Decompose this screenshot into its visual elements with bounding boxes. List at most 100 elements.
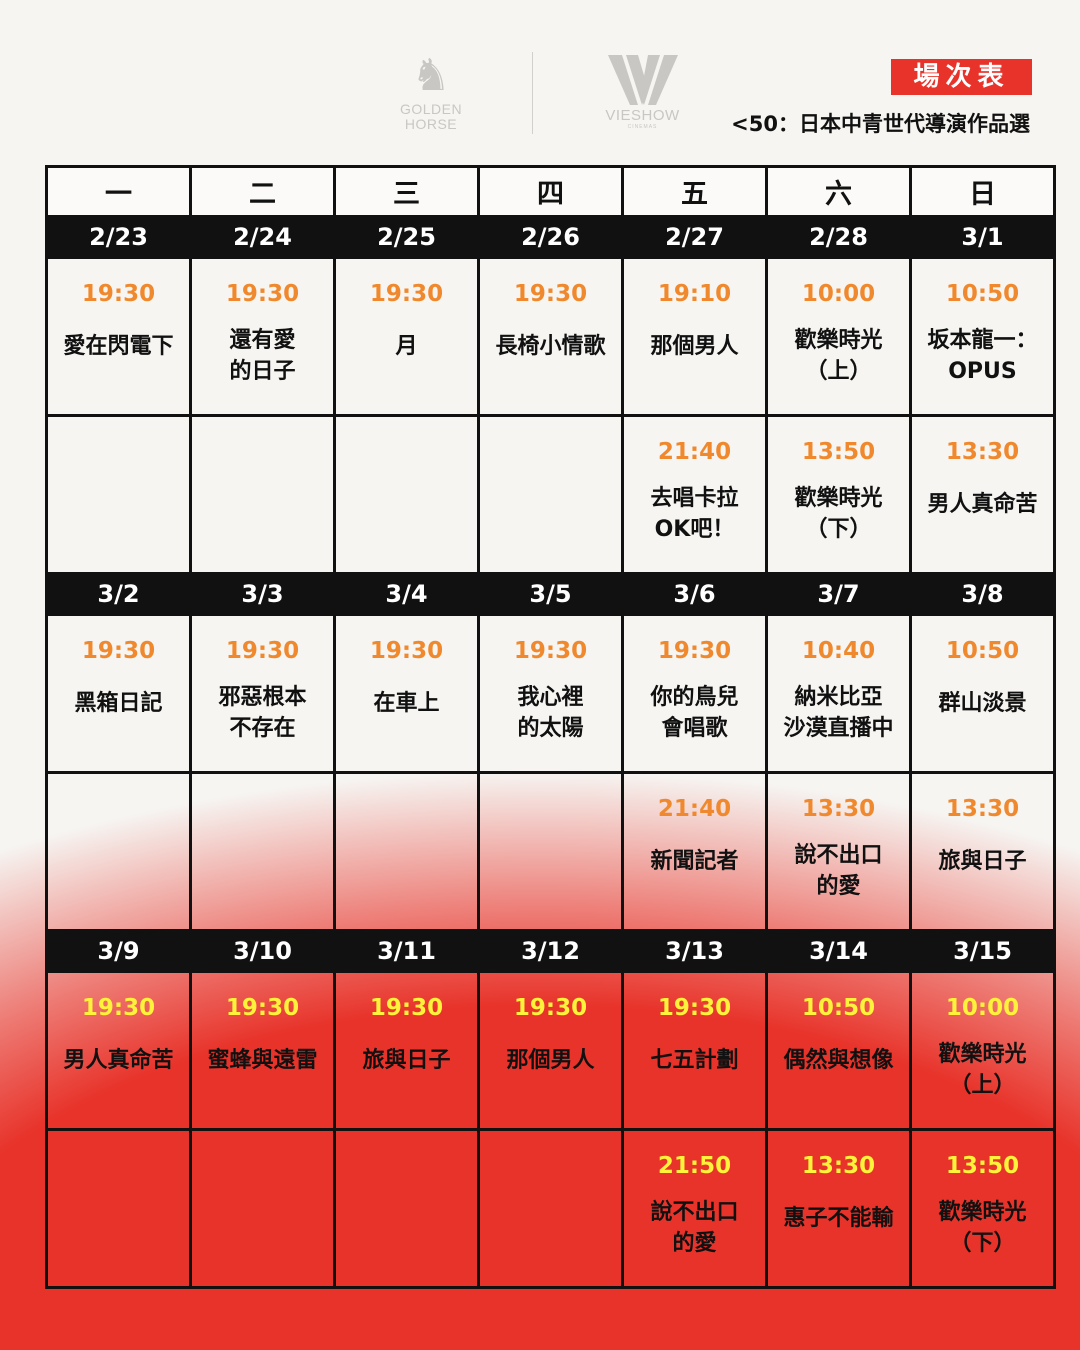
date-cell: 3/13 [621,929,768,973]
screening-row: 19:30 男人真命苦 19:30 蜜蜂與遠雷 19:30 旅與日子 19:30 那個男人 19… [45,970,1056,1131]
screening-cell: 19:30 那個男人 [477,970,624,1131]
screening-time: 13:30 [945,439,1020,465]
film-title: 愛在閃電下 [63,334,174,359]
screening-cell: 19:30 旅與日子 [333,970,480,1131]
film-title: 七五計劃 [650,1048,739,1073]
film-title: 那個男人 [650,334,739,359]
film-title: 蜜蜂與遠雷 [207,1048,318,1073]
date-cell: 2/23 [45,215,192,259]
date-cell: 2/26 [477,215,624,259]
date-cell: 2/28 [765,215,912,259]
screening-time: 10:00 [945,995,1020,1021]
screening-time: 21:40 [657,796,732,822]
film-title: 說不出口 的愛 [794,843,883,899]
screening-time: 10:50 [945,638,1020,664]
film-title: 歡樂時光 （下） [794,486,883,542]
screening-row: 19:30 愛在閃電下 19:30 還有愛 的日子 19:30 月 19:30 長椅小情歌 19… [45,256,1056,417]
film-title: 說不出口 的愛 [650,1200,739,1256]
screening-cell: 19:30 還有愛 的日子 [189,256,336,417]
schedule-table: 一二三四五六日 2/23 2/24 2/25 2/26 2/27 2/28 3/1 19:30… [45,165,1056,1289]
screening-cell: 19:30 愛在閃電下 [45,256,192,417]
vieshow-logo-text: VIESHOW [605,107,680,124]
film-title: 歡樂時光 （上） [938,1042,1027,1098]
date-cell: 3/15 [909,929,1056,973]
film-title: 邪惡根本 不存在 [218,685,307,741]
empty-cell [333,1128,480,1289]
screening-time: 13:30 [945,796,1020,822]
screening-cell: 21:40 新聞記者 [621,771,768,932]
screening-time: 19:30 [657,638,732,664]
film-title: 我心裡 的太陽 [517,685,584,741]
screening-cell: 13:30 惠子不能輸 [765,1128,912,1289]
weekday-header: 六 [765,165,912,218]
screening-cell: 10:50 群山淡景 [909,613,1056,774]
screening-time: 13:30 [801,1153,876,1179]
date-cell: 3/3 [189,572,336,616]
film-title: 納米比亞 沙漠直播中 [783,685,894,741]
weekday-header: 四 [477,165,624,218]
empty-cell [189,414,336,575]
weekday-header: 一 [45,165,192,218]
film-title: 惠子不能輸 [783,1206,894,1231]
vieshow-w-icon [607,55,678,105]
film-title: 歡樂時光 （上） [794,328,883,384]
film-title: 黑箱日記 [74,691,163,716]
screening-time: 19:30 [657,995,732,1021]
screening-cell: 13:30 說不出口 的愛 [765,771,912,932]
screening-time: 19:30 [225,995,300,1021]
screening-cell: 21:40 去唱卡拉 OK吧！ [621,414,768,575]
screening-time: 19:30 [81,281,156,307]
screening-cell: 19:30 男人真命苦 [45,970,192,1131]
weekday-header-row: 一二三四五六日 [45,165,1056,218]
date-cell: 2/24 [189,215,336,259]
film-title: 旅與日子 [938,849,1027,874]
film-title: 長椅小情歌 [495,334,606,359]
screening-time: 21:40 [657,439,732,465]
golden-horse-logo: ♞ GOLDEN HORSE [390,50,472,132]
screening-cell: 13:50 歡樂時光 （下） [909,1128,1056,1289]
screening-time: 19:30 [369,995,444,1021]
date-cell: 3/4 [333,572,480,616]
empty-cell [189,771,336,932]
film-title: 歡樂時光 （下） [938,1200,1027,1256]
empty-cell [45,1128,192,1289]
screening-cell: 19:30 在車上 [333,613,480,774]
film-title: 旅與日子 [362,1048,451,1073]
screening-cell: 21:50 說不出口 的愛 [621,1128,768,1289]
film-title: 男人真命苦 [63,1048,174,1073]
weekday-header: 五 [621,165,768,218]
screening-time: 19:30 [513,281,588,307]
empty-cell [477,1128,624,1289]
screening-time: 19:30 [369,281,444,307]
screening-time: 13:50 [801,439,876,465]
screening-cell: 10:00 歡樂時光 （上） [909,970,1056,1131]
screening-cell: 10:00 歡樂時光 （上） [765,256,912,417]
screening-cell: 10:50 偶然與想像 [765,970,912,1131]
date-cell: 3/5 [477,572,624,616]
screening-cell: 13:30 旅與日子 [909,771,1056,932]
date-row: 3/9 3/10 3/11 3/12 3/13 3/14 3/15 [45,929,1056,973]
screening-time: 19:30 [369,638,444,664]
date-cell: 3/10 [189,929,336,973]
screening-cell: 19:30 月 [333,256,480,417]
screening-time: 13:50 [945,1153,1020,1179]
empty-cell [477,771,624,932]
screening-time: 19:10 [657,281,732,307]
screening-time: 19:30 [81,638,156,664]
screening-cell: 19:30 你的鳥兒 會唱歌 [621,613,768,774]
empty-cell [333,414,480,575]
date-cell: 3/7 [765,572,912,616]
vieshow-logo: VIESHOW CINEMAS [595,55,690,130]
empty-cell [477,414,624,575]
film-title: 偶然與想像 [783,1048,894,1073]
screening-cell: 13:50 歡樂時光 （下） [765,414,912,575]
screening-cell: 19:30 我心裡 的太陽 [477,613,624,774]
screening-time: 19:30 [513,638,588,664]
empty-cell [189,1128,336,1289]
vieshow-logo-sub: CINEMAS [627,124,658,130]
screening-cell: 19:30 邪惡根本 不存在 [189,613,336,774]
schedule-badge: 場次表 [891,59,1032,95]
screening-cell: 19:30 蜜蜂與遠雷 [189,970,336,1131]
date-cell: 3/12 [477,929,624,973]
logo-divider [532,52,533,134]
